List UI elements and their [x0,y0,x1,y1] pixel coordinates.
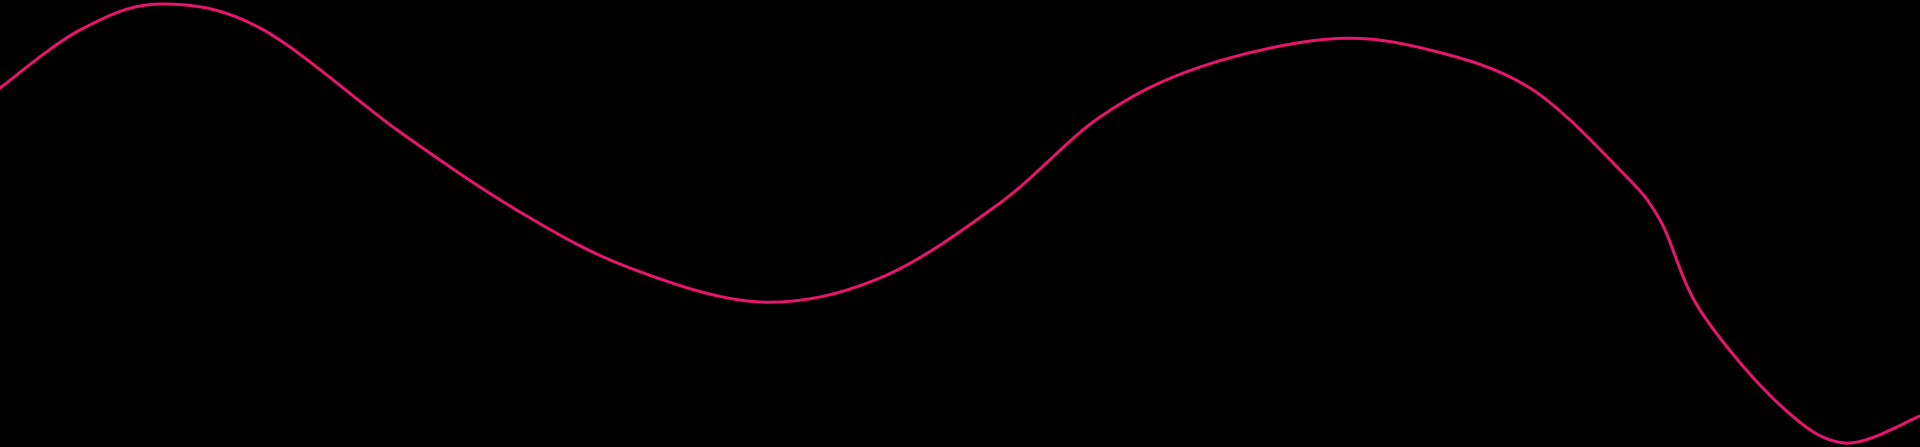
background [0,0,1920,447]
wave-graphic [0,0,1920,447]
canvas [0,0,1920,447]
wave-path [0,2,1920,445]
